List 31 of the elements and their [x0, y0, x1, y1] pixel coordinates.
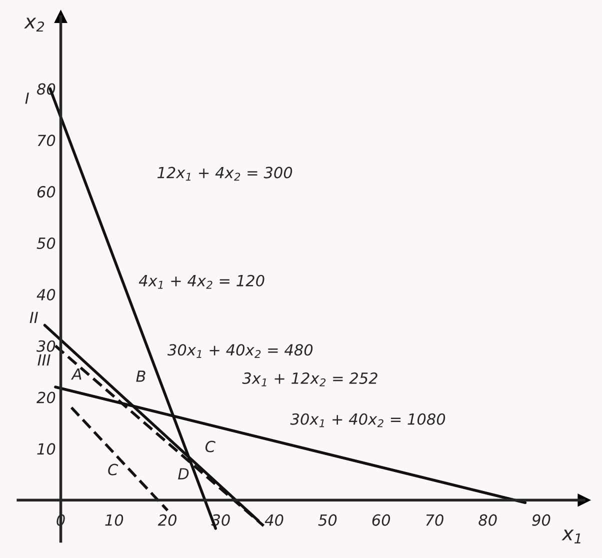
x-tick-label: 90 — [532, 514, 550, 526]
annotation: I — [25, 92, 29, 104]
y-tick-label: 70 — [38, 134, 56, 146]
y-tick-label: 20 — [36, 392, 56, 404]
annotation: A — [71, 368, 82, 380]
annotation: D — [178, 468, 189, 480]
annotation: 30x$_{1}$ + 40x$_{2}$ = 1080 — [290, 413, 446, 428]
y-tick-label: 10 — [37, 443, 56, 455]
y-tick-label: 60 — [37, 186, 56, 198]
x-tick-label: 80 — [478, 514, 497, 526]
annotation: III — [38, 354, 50, 366]
y-axis-title: x$_{2}$ — [24, 18, 44, 32]
x-tick-label: 40 — [264, 514, 284, 526]
x-tick-label: 50 — [318, 514, 337, 526]
x-tick-label: 10 — [105, 514, 124, 526]
annotation: II — [30, 312, 38, 324]
annotation: B — [136, 370, 146, 382]
annotation: C — [108, 464, 118, 476]
x-tick-label: 60 — [372, 514, 390, 526]
annotation: C — [205, 440, 216, 452]
annotation: 12x$_{1}$ + 4x$_{2}$ = 300 — [157, 166, 292, 181]
y-tick-label: 80 — [36, 83, 56, 95]
y-tick-label: 40 — [36, 288, 56, 300]
annotation: 3x$_{1}$ + 12x$_{2}$ = 252 — [242, 372, 378, 386]
annotation: 4x$_{1}$ + 4x$_{2}$ = 120 — [138, 274, 264, 289]
annotation: 30x$_{1}$ + 40x$_{2}$ = 480 — [167, 344, 313, 358]
x-axis-title: x$_{1}$ — [562, 530, 580, 544]
y-tick-label: 50 — [36, 237, 56, 250]
x-tick-label: 20 — [158, 514, 176, 526]
x-tick-label: 70 — [426, 514, 444, 526]
y-tick-label: 30 — [36, 340, 56, 352]
